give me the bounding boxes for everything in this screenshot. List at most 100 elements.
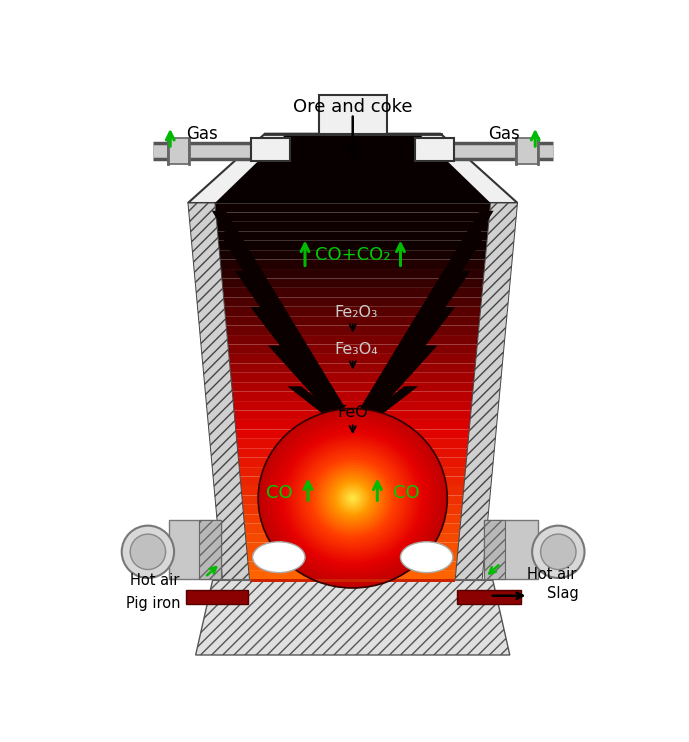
- Polygon shape: [319, 95, 387, 134]
- Ellipse shape: [347, 493, 358, 503]
- Polygon shape: [415, 137, 454, 161]
- Circle shape: [130, 534, 165, 570]
- Ellipse shape: [329, 475, 377, 522]
- Polygon shape: [218, 240, 487, 250]
- Polygon shape: [220, 260, 485, 269]
- Ellipse shape: [307, 455, 399, 542]
- Ellipse shape: [282, 432, 423, 565]
- Polygon shape: [346, 387, 418, 432]
- Text: FeO: FeO: [338, 405, 368, 420]
- Ellipse shape: [277, 427, 429, 570]
- Polygon shape: [231, 372, 475, 382]
- Polygon shape: [221, 579, 249, 580]
- Polygon shape: [484, 520, 505, 579]
- Polygon shape: [346, 271, 471, 432]
- Polygon shape: [200, 520, 221, 579]
- Ellipse shape: [274, 424, 431, 573]
- Polygon shape: [188, 134, 517, 203]
- Polygon shape: [225, 316, 480, 326]
- Polygon shape: [235, 420, 470, 430]
- Ellipse shape: [309, 457, 396, 539]
- Polygon shape: [249, 579, 455, 582]
- Ellipse shape: [271, 421, 434, 575]
- Ellipse shape: [264, 414, 442, 583]
- Ellipse shape: [304, 452, 402, 545]
- Polygon shape: [248, 562, 457, 571]
- Ellipse shape: [315, 462, 391, 534]
- Text: Fe₂O₃: Fe₂O₃: [335, 305, 378, 320]
- Ellipse shape: [350, 496, 356, 501]
- Polygon shape: [229, 354, 476, 364]
- Ellipse shape: [296, 444, 409, 552]
- Circle shape: [541, 534, 576, 570]
- Text: Hot air: Hot air: [130, 573, 180, 588]
- Polygon shape: [215, 203, 491, 212]
- Polygon shape: [247, 552, 457, 562]
- Ellipse shape: [280, 429, 426, 568]
- Text: CO: CO: [266, 485, 293, 502]
- Ellipse shape: [269, 418, 437, 578]
- Polygon shape: [226, 326, 479, 335]
- Text: Slag: Slag: [547, 586, 579, 601]
- Polygon shape: [246, 542, 459, 552]
- Polygon shape: [346, 237, 484, 432]
- Ellipse shape: [320, 467, 385, 529]
- Polygon shape: [236, 439, 469, 448]
- Circle shape: [122, 525, 174, 578]
- Ellipse shape: [336, 483, 369, 513]
- Circle shape: [532, 525, 584, 578]
- Polygon shape: [243, 514, 462, 524]
- Ellipse shape: [333, 480, 371, 516]
- Polygon shape: [221, 269, 484, 278]
- Ellipse shape: [299, 447, 407, 550]
- Polygon shape: [187, 591, 248, 604]
- Polygon shape: [218, 232, 488, 240]
- Text: Pig iron: Pig iron: [126, 596, 181, 611]
- Polygon shape: [215, 134, 491, 203]
- Polygon shape: [250, 307, 360, 432]
- Polygon shape: [169, 520, 221, 579]
- Polygon shape: [287, 387, 360, 432]
- Polygon shape: [232, 382, 474, 392]
- Polygon shape: [238, 458, 466, 467]
- Ellipse shape: [326, 473, 380, 524]
- Polygon shape: [242, 496, 463, 505]
- Polygon shape: [457, 591, 521, 604]
- Polygon shape: [234, 410, 471, 420]
- Polygon shape: [251, 137, 290, 161]
- Polygon shape: [216, 212, 490, 222]
- Text: Ore and coke: Ore and coke: [293, 98, 413, 116]
- Polygon shape: [268, 346, 360, 432]
- Ellipse shape: [294, 442, 412, 555]
- Polygon shape: [222, 237, 360, 432]
- Polygon shape: [223, 288, 482, 298]
- Polygon shape: [229, 364, 475, 372]
- Ellipse shape: [253, 542, 305, 573]
- Polygon shape: [241, 486, 464, 496]
- Polygon shape: [188, 203, 249, 580]
- Bar: [516, 137, 537, 164]
- Text: Gas: Gas: [488, 125, 520, 142]
- Polygon shape: [212, 211, 360, 432]
- Text: Hot air: Hot air: [526, 567, 576, 582]
- Polygon shape: [235, 271, 360, 432]
- Polygon shape: [227, 335, 478, 344]
- Ellipse shape: [258, 409, 447, 588]
- Text: CO+CO₂: CO+CO₂: [315, 246, 391, 263]
- Polygon shape: [225, 306, 481, 316]
- Ellipse shape: [261, 411, 444, 585]
- Ellipse shape: [318, 465, 388, 531]
- Ellipse shape: [301, 450, 404, 547]
- Text: Gas: Gas: [186, 125, 218, 142]
- Polygon shape: [455, 579, 484, 580]
- Text: CO: CO: [393, 485, 420, 502]
- Polygon shape: [245, 524, 460, 533]
- Polygon shape: [249, 571, 456, 580]
- Ellipse shape: [323, 470, 382, 527]
- Polygon shape: [219, 250, 486, 260]
- Ellipse shape: [266, 416, 439, 580]
- Ellipse shape: [291, 439, 415, 557]
- Text: Fe₃O₄: Fe₃O₄: [335, 342, 378, 357]
- Polygon shape: [346, 346, 438, 432]
- Polygon shape: [240, 476, 465, 486]
